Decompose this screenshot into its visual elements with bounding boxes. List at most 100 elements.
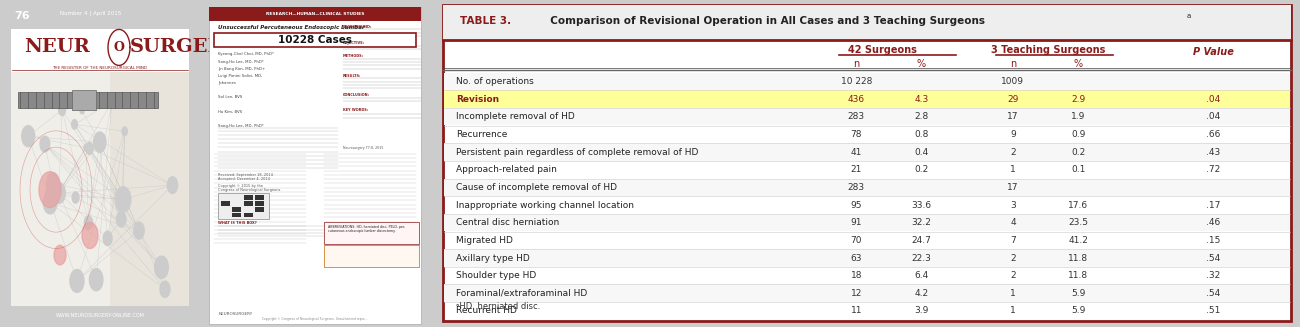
Text: 21: 21	[850, 165, 862, 174]
Circle shape	[55, 245, 66, 265]
Text: Axillary type HD: Axillary type HD	[456, 253, 530, 263]
Text: n: n	[1010, 59, 1017, 69]
Circle shape	[81, 107, 84, 114]
Text: 1: 1	[1010, 306, 1015, 316]
Text: 17: 17	[1008, 183, 1019, 192]
Text: %: %	[916, 59, 926, 69]
Bar	[221, 201, 230, 206]
Bar	[243, 195, 254, 200]
Text: .04: .04	[1206, 112, 1221, 121]
Text: Recurrent HD: Recurrent HD	[456, 306, 517, 316]
Text: Comparison of Revisional Operation in All Cases and 3 Teaching Surgeons: Comparison of Revisional Operation in Al…	[543, 16, 985, 26]
Bar	[324, 222, 419, 244]
Bar	[443, 143, 1291, 161]
Circle shape	[72, 120, 78, 129]
Text: 283: 283	[848, 112, 864, 121]
Circle shape	[160, 281, 170, 297]
Text: 29: 29	[1008, 95, 1019, 104]
Circle shape	[109, 97, 116, 107]
Text: 3: 3	[1010, 200, 1015, 210]
Text: .51: .51	[1206, 306, 1221, 316]
Text: NEUR: NEUR	[23, 38, 90, 56]
Text: 70: 70	[850, 236, 862, 245]
Text: 2: 2	[1010, 253, 1015, 263]
Text: 24.7: 24.7	[911, 236, 932, 245]
Text: 32.2: 32.2	[911, 218, 932, 227]
Circle shape	[70, 269, 84, 292]
Circle shape	[46, 189, 52, 200]
Text: 11: 11	[850, 306, 862, 316]
Text: 42 Surgeons: 42 Surgeons	[848, 45, 916, 55]
Circle shape	[84, 144, 88, 151]
Text: Migrated HD: Migrated HD	[456, 236, 514, 245]
Bar	[255, 195, 264, 200]
Text: 2.8: 2.8	[914, 112, 928, 121]
Text: ABBREVIATIONS: HD, herniated disc; PELD, per-: ABBREVIATIONS: HD, herniated disc; PELD,…	[328, 225, 404, 229]
Circle shape	[155, 256, 168, 279]
Text: Neurosurgery 77:8, 2015: Neurosurgery 77:8, 2015	[343, 146, 383, 149]
Bar	[209, 7, 421, 21]
Text: CONCLUSION:: CONCLUSION:	[343, 93, 369, 97]
Text: 3 Teaching Surgeons: 3 Teaching Surgeons	[991, 45, 1105, 55]
Text: .15: .15	[1206, 236, 1221, 245]
Bar	[243, 201, 254, 206]
Text: TABLE 3.: TABLE 3.	[460, 16, 512, 26]
Text: Sang-Ho Lee, MD, PhD*: Sang-Ho Lee, MD, PhD*	[218, 124, 264, 128]
Bar	[443, 249, 1291, 267]
Circle shape	[116, 187, 131, 212]
Circle shape	[58, 104, 65, 115]
Text: .54: .54	[1206, 289, 1221, 298]
Text: P Value: P Value	[1192, 47, 1234, 58]
Bar	[443, 90, 1291, 108]
Text: 41.2: 41.2	[1069, 236, 1088, 245]
Bar	[443, 108, 1291, 125]
Text: 1: 1	[1010, 289, 1015, 298]
Bar	[10, 29, 188, 306]
Text: Cause of incomplete removal of HD: Cause of incomplete removal of HD	[456, 183, 618, 192]
Text: Copyright © Congress of Neurological Surgeons. Unauthorized repro...: Copyright © Congress of Neurological Sur…	[263, 317, 368, 321]
Text: 22.3: 22.3	[911, 253, 932, 263]
Text: 0.2: 0.2	[914, 165, 928, 174]
Text: a: a	[1187, 13, 1191, 19]
Text: Sol Lee, BVS: Sol Lee, BVS	[218, 95, 243, 99]
Text: 10 228: 10 228	[841, 77, 872, 86]
Text: 2.9: 2.9	[1071, 95, 1086, 104]
Circle shape	[82, 222, 98, 249]
Circle shape	[90, 269, 103, 291]
Text: Copyright © 2015 by the: Copyright © 2015 by the	[218, 184, 264, 188]
Text: 17: 17	[1008, 112, 1019, 121]
Text: .32: .32	[1206, 271, 1221, 280]
Text: THE REGISTER OF THE NEUROSURGICAL MIND: THE REGISTER OF THE NEUROSURGICAL MIND	[52, 66, 147, 70]
Text: 2: 2	[1010, 147, 1015, 157]
Circle shape	[86, 143, 94, 154]
Text: Accepted: December 4, 2014: Accepted: December 4, 2014	[218, 177, 270, 181]
Text: Recurrence: Recurrence	[456, 130, 507, 139]
Text: 0.1: 0.1	[1071, 165, 1086, 174]
Text: WHAT IS THIS BOX?: WHAT IS THIS BOX?	[218, 221, 257, 225]
Text: OBJECTIVE:: OBJECTIVE:	[343, 41, 364, 45]
Text: METHODS:: METHODS:	[343, 54, 364, 58]
Text: Unsuccessful Percutaneous Endoscopic Lumbar: Unsuccessful Percutaneous Endoscopic Lum…	[218, 25, 365, 29]
Bar	[233, 213, 242, 217]
Text: Received: September 18, 2014: Received: September 18, 2014	[218, 173, 273, 177]
Text: No. of operations: No. of operations	[456, 77, 534, 86]
Bar	[255, 201, 264, 206]
Text: 18: 18	[850, 271, 862, 280]
Circle shape	[122, 127, 127, 136]
Circle shape	[52, 182, 65, 203]
Text: Ha Kim, BVS: Ha Kim, BVS	[218, 110, 243, 114]
Text: .46: .46	[1206, 218, 1221, 227]
Text: 4.3: 4.3	[914, 95, 928, 104]
Text: 7: 7	[1010, 236, 1015, 245]
Text: Discectomy: A Single-Center Experience of: Discectomy: A Single-Center Experience o…	[218, 33, 351, 38]
Bar	[213, 33, 416, 47]
Text: ᵃHD, herniated disc.: ᵃHD, herniated disc.	[456, 301, 541, 311]
Circle shape	[40, 136, 49, 152]
Text: KEY WORDS:: KEY WORDS:	[343, 108, 368, 112]
Bar	[255, 207, 264, 212]
Bar	[443, 73, 1291, 90]
Bar	[10, 72, 188, 306]
Text: .04: .04	[1206, 95, 1221, 104]
Bar	[243, 213, 254, 217]
Text: 1009: 1009	[1001, 77, 1024, 86]
